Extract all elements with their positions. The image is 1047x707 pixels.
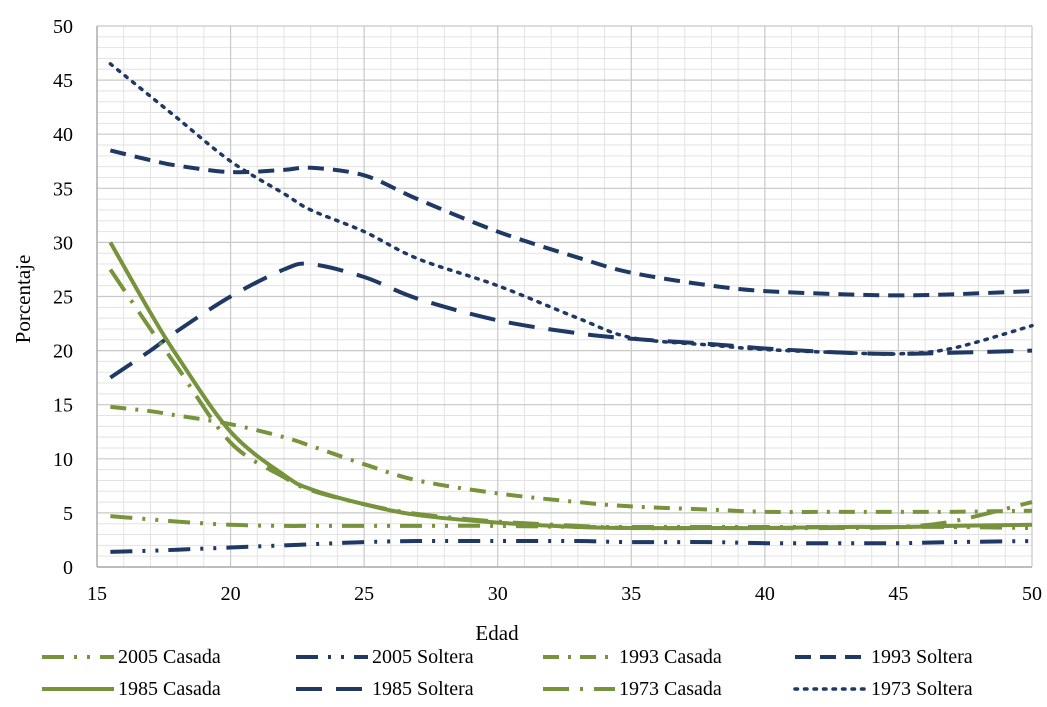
x-tick-label: 25 (354, 583, 374, 605)
legend: 2005 Casada 2005 Soltera 1993 Casada 1993 S… (42, 646, 973, 700)
y-tick-label: 30 (53, 232, 73, 254)
axes (96, 26, 1032, 568)
legend-label: 1973 Casada (619, 678, 722, 700)
legend-item-1985-casada: 1985 Casada (42, 678, 221, 700)
legend-item-1993-soltera: 1993 Soltera (795, 646, 973, 668)
legend-item-1973-soltera: 1973 Soltera (793, 678, 973, 700)
legend-label: 1985 Soltera (372, 678, 474, 700)
tick-labels: 15 20 25 30 35 40 45 50 0 5 10 15 20 25 30 35 40 45 50 (53, 16, 1042, 605)
series-line-1973-casada (108, 268, 1033, 531)
legend-label: 1973 Soltera (871, 678, 973, 700)
y-tick-label: 45 (53, 70, 73, 92)
y-axis-title: Porcentaje (11, 255, 35, 344)
x-tick-label: 15 (87, 583, 107, 605)
legend-item-2005-casada: 2005 Casada (42, 646, 221, 668)
legend-label: 1985 Casada (118, 678, 221, 700)
legend-item-1993-casada: 1993 Casada (543, 646, 722, 668)
y-tick-label: 20 (53, 341, 73, 363)
y-tick-label: 5 (63, 503, 73, 525)
series-line-1993-soltera (109, 148, 1033, 298)
y-tick-label: 15 (53, 395, 73, 417)
y-tick-label: 0 (63, 557, 73, 579)
legend-label: 2005 Soltera (372, 646, 474, 668)
y-tick-label: 10 (53, 449, 73, 471)
y-tick-label: 50 (53, 16, 73, 38)
y-tick-label: 40 (53, 124, 73, 146)
x-axis-title: Edad (475, 621, 519, 645)
y-tick-label: 35 (53, 178, 73, 200)
series-layer (108, 62, 1034, 554)
series-line-2005-soltera (110, 538, 1033, 554)
legend-item-1985-soltera: 1985 Soltera (296, 678, 474, 700)
x-tick-label: 50 (1022, 583, 1042, 605)
x-tick-label: 20 (221, 583, 241, 605)
legend-label: 1993 Casada (619, 646, 722, 668)
x-tick-label: 45 (888, 583, 908, 605)
series-line-1985-casada (108, 241, 1033, 531)
legend-label: 2005 Casada (118, 646, 221, 668)
series-line-1973-soltera (108, 62, 1034, 356)
x-tick-label: 40 (755, 583, 775, 605)
legend-item-1973-casada: 1973 Casada (543, 678, 722, 700)
series-line-1985-soltera (109, 261, 1033, 380)
series-line-1993-casada (110, 404, 1033, 514)
y-tick-label: 25 (53, 287, 73, 309)
legend-label: 1993 Soltera (871, 646, 973, 668)
x-tick-label: 30 (488, 583, 508, 605)
x-tick-label: 35 (621, 583, 641, 605)
legend-item-2005-soltera: 2005 Soltera (296, 646, 474, 668)
